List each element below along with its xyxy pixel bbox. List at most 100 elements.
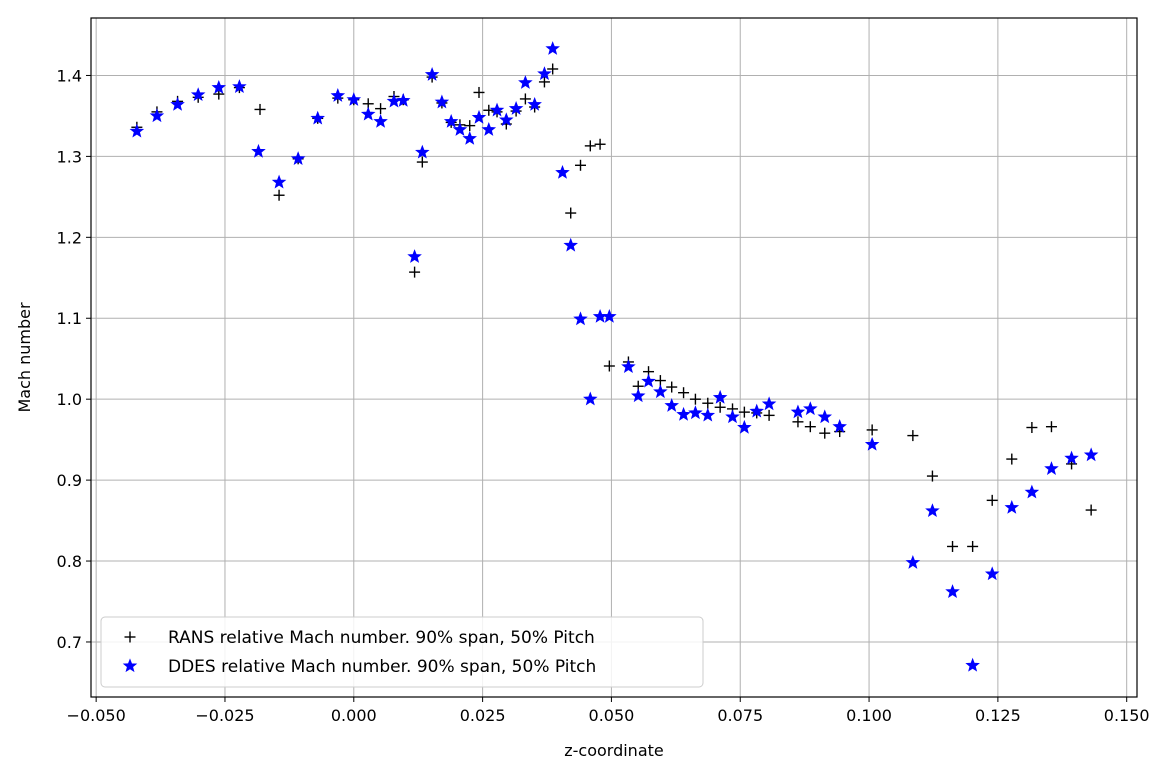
data-point [555,164,570,179]
x-tick-label: 0.125 [975,706,1021,725]
data-point [290,151,306,165]
data-point [471,109,487,124]
x-tick-label: 0.000 [331,706,377,725]
data-point [489,102,505,117]
data-point [508,100,524,115]
data-point [803,401,818,416]
data-point [1044,461,1059,475]
legend-label: RANS relative Mach number. 90% span, 50%… [168,628,595,648]
data-point [416,156,428,168]
data-point [945,584,960,598]
data-point [790,404,806,419]
data-point [464,120,476,132]
data-point [641,373,656,388]
data-point [407,249,422,263]
data-point [594,138,606,150]
data-point [737,419,752,434]
data-point [443,113,459,128]
data-point [573,311,588,326]
data-point [967,540,979,552]
data-point [373,113,388,128]
data-point [473,86,485,98]
data-point [804,421,816,433]
x-ticks: −0.050 −0.025 0.000 0.025 0.050 0.075 0.100 0.1… [67,697,1150,725]
data-point [409,266,421,278]
data-point [434,94,450,109]
data-point [1083,447,1099,462]
data-point [1024,484,1040,499]
data-point [817,409,833,424]
data-point [792,416,804,428]
data-point [700,407,716,422]
legend-marker [122,658,138,673]
data-point [653,384,668,399]
y-tick-label: 1.0 [57,390,82,409]
data-point [375,103,387,115]
data-point [984,566,1000,581]
data-point [926,470,938,482]
plot-points [129,41,1099,672]
data-point [360,106,376,121]
data-point [749,403,764,418]
data-point [563,237,578,252]
data-point [483,104,495,116]
data-point [1045,421,1057,433]
x-tick-label: −0.025 [195,706,254,725]
x-tick-label: 0.025 [460,706,506,725]
data-point [415,144,430,159]
data-point [738,406,750,418]
data-point [537,66,552,81]
data-point [688,405,703,420]
data-point [630,388,646,403]
data-point [271,174,287,189]
data-point [481,122,497,136]
data-point [583,391,598,406]
data-point [575,159,587,171]
data-point [547,63,559,75]
series-ddes [129,41,1099,672]
data-point [819,427,831,439]
data-point [251,143,266,158]
data-point [702,397,714,409]
data-point [965,657,980,672]
data-point [654,375,666,387]
data-point [232,79,247,93]
data-point [518,75,533,89]
data-point [538,76,550,88]
y-axis-label: Mach number [15,302,34,413]
data-point [907,430,919,442]
y-tick-label: 0.9 [57,471,82,490]
data-point [545,41,560,55]
data-point [603,360,615,372]
data-point [676,406,691,421]
data-point [866,424,878,436]
data-point [712,389,728,404]
data-point [565,207,577,219]
data-point [1026,422,1038,434]
data-point [689,393,701,405]
data-point [1085,504,1097,516]
data-point [602,308,617,323]
data-point [905,555,921,569]
data-point [273,189,285,201]
data-point [129,123,145,138]
data-point [149,108,165,123]
data-point [527,96,542,111]
data-point [761,396,777,411]
data-point [714,401,726,413]
data-point [170,96,185,111]
y-tick-label: 0.8 [57,552,82,571]
data-point [664,398,679,412]
x-tick-label: 0.150 [1104,706,1150,725]
data-point [986,494,998,506]
plot-frame [90,17,1138,698]
data-point [925,503,940,518]
data-point [452,122,468,136]
data-point [725,409,740,424]
data-point [621,359,636,373]
data-point [424,67,440,81]
y-tick-label: 1.4 [57,66,82,85]
data-point [254,103,266,115]
data-point [211,79,227,94]
